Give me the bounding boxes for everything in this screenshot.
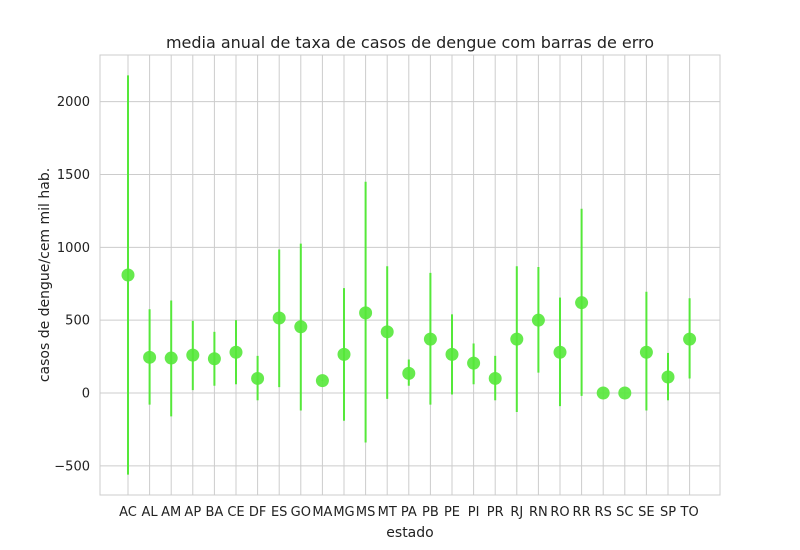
x-tick-label: PI — [468, 505, 480, 520]
y-axis-label: casos de dengue/cem mil hab. — [37, 168, 53, 382]
data-point-ap — [186, 348, 200, 362]
x-tick-label: SE — [638, 505, 654, 520]
data-point-rs — [596, 386, 610, 400]
x-tick-label: SC — [616, 505, 633, 520]
x-tick-label: PA — [401, 505, 417, 520]
x-tick-label: PE — [444, 505, 460, 520]
data-point-pa — [402, 366, 416, 380]
data-point-mt — [380, 325, 394, 339]
x-tick-label: BA — [205, 505, 223, 520]
y-tick-label: 1500 — [57, 168, 90, 183]
x-tick-label: AP — [184, 505, 201, 520]
data-point-am — [164, 351, 178, 365]
data-point-pr — [488, 371, 502, 385]
data-point-ma — [315, 374, 329, 388]
data-point-rn — [531, 313, 545, 327]
grid — [100, 55, 720, 495]
y-tick-label: −500 — [54, 459, 90, 474]
data-point-to — [683, 332, 697, 346]
data-point-pi — [467, 356, 481, 370]
y-tick-labels: −500 0 500 1000 1500 2000 — [54, 95, 90, 474]
x-tick-label: PR — [487, 505, 504, 520]
x-tick-label: ES — [271, 505, 287, 520]
x-tick-label: SP — [660, 505, 676, 520]
y-tick-label: 2000 — [57, 95, 90, 110]
x-tick-label: MS — [356, 505, 375, 520]
data-point-al — [143, 350, 157, 364]
data-point-ac — [121, 268, 135, 282]
data-point-ms — [359, 306, 373, 320]
data-point-sc — [618, 386, 632, 400]
data-point-df — [251, 371, 265, 385]
data-point-rr — [575, 296, 589, 310]
data-point-rj — [510, 332, 524, 346]
data-point-se — [639, 345, 653, 359]
x-tick-label: RN — [529, 505, 548, 520]
y-tick-label: 500 — [65, 314, 90, 329]
data-point-pe — [445, 347, 459, 361]
data-point-es — [272, 311, 286, 325]
x-tick-label: DF — [249, 505, 267, 520]
x-tick-label: AL — [142, 505, 159, 520]
data-point-go — [294, 320, 308, 334]
y-tick-label: 1000 — [57, 241, 90, 256]
data-points — [121, 268, 697, 400]
plot-area — [99, 54, 721, 496]
x-tick-label: RR — [573, 505, 591, 520]
data-point-ba — [207, 352, 221, 366]
x-axis-label: estado — [386, 525, 433, 541]
y-tick-label: 0 — [82, 387, 90, 402]
data-point-sp — [661, 370, 675, 384]
data-point-ce — [229, 345, 243, 359]
x-tick-label: PB — [422, 505, 439, 520]
x-tick-label: RO — [550, 505, 569, 520]
x-tick-label: MT — [378, 505, 397, 520]
x-tick-label: MG — [333, 505, 354, 520]
x-tick-label: CE — [227, 505, 244, 520]
data-point-mg — [337, 347, 351, 361]
data-point-pb — [423, 332, 437, 346]
x-tick-label: TO — [680, 505, 699, 520]
chart-title: media anual de taxa de casos de dengue c… — [166, 33, 654, 52]
x-tick-label: AM — [161, 505, 181, 520]
x-tick-label: RJ — [510, 505, 523, 520]
data-point-ro — [553, 345, 567, 359]
x-tick-label: AC — [119, 505, 137, 520]
x-tick-label: GO — [291, 505, 311, 520]
x-tick-labels: AC AL AM AP BA CE DF ES GO MA MG MS MT PA PB PE PI PR RJ RN… — [119, 505, 699, 520]
x-tick-label: RS — [595, 505, 612, 520]
x-tick-label: MA — [312, 505, 332, 520]
